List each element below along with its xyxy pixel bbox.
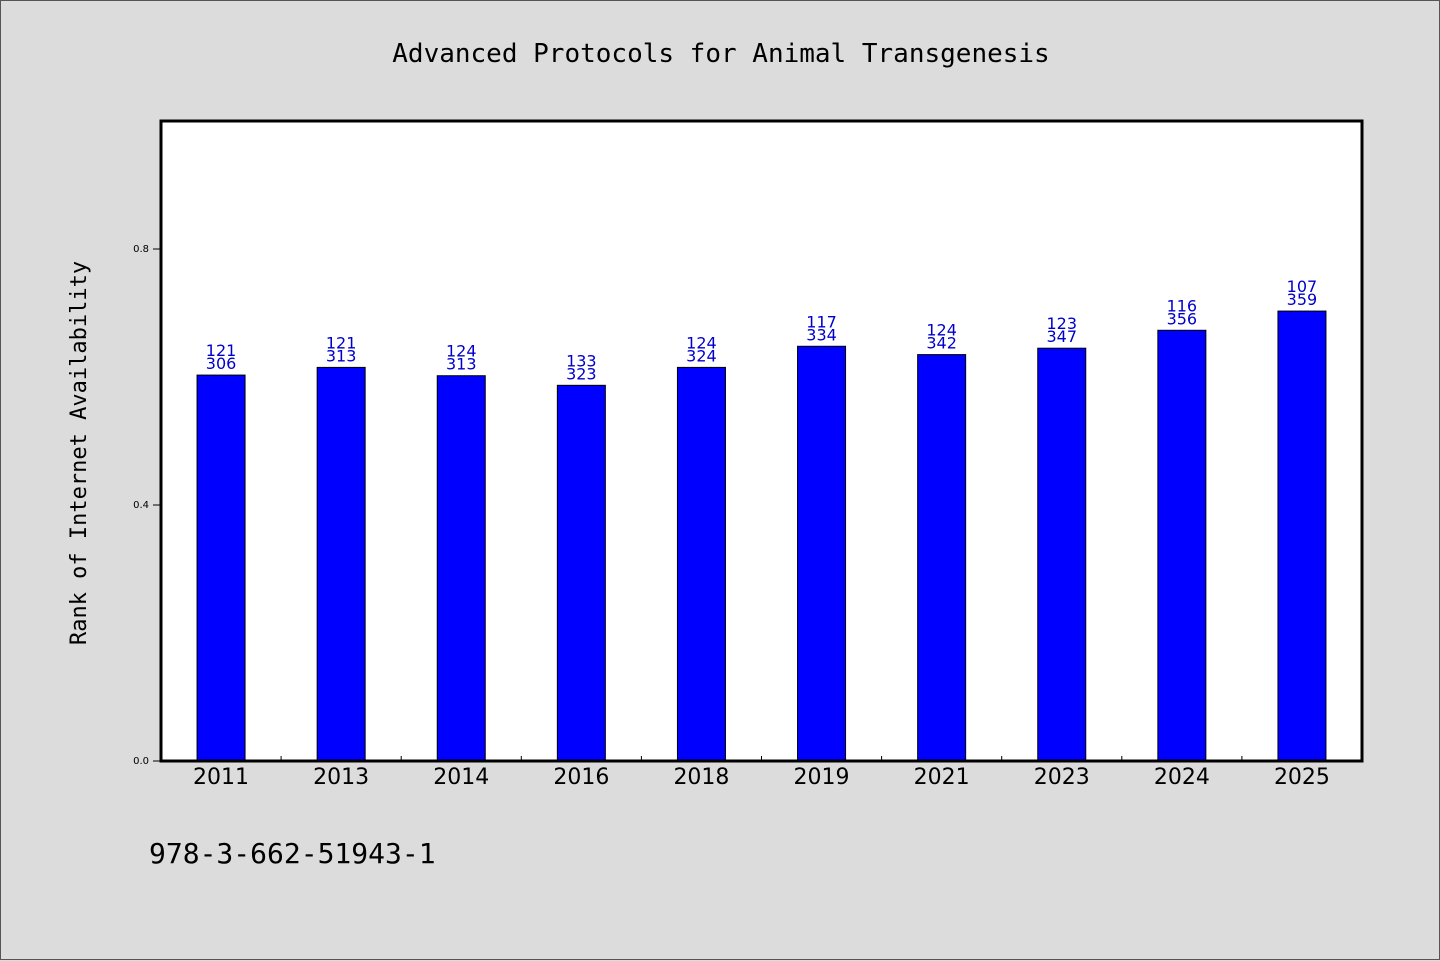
bar-2019 [797,345,847,762]
y-tick-label: 0.0 [133,756,149,767]
bar-2013 [316,366,366,762]
bars-group [196,310,1327,762]
data-label-bottom-2021: 342 [926,334,957,353]
data-label-bottom-2024: 356 [1167,309,1198,328]
y-axis-label: Rank of Internet Availability [67,261,92,645]
y-tick-label: 0.8 [133,244,149,255]
y-tick-label: 0.4 [133,500,149,511]
x-tick-label-2011: 2011 [193,765,249,790]
y-axis: 0.0 0.4 0.8 [133,244,161,767]
data-label-top-2011: 121 [206,341,237,360]
data-label-top-2014: 124 [446,342,477,361]
data-label-bottom-2019: 334 [806,325,837,344]
x-tick-label-2024: 2024 [1154,765,1210,790]
x-tick-label-2013: 2013 [313,765,369,790]
bar-2016 [556,384,606,762]
x-tick-label-2025: 2025 [1274,765,1330,790]
x-tick-label-2014: 2014 [433,765,489,790]
data-label-top-2021: 124 [926,321,957,340]
data-label-top-2018: 124 [686,333,717,352]
data-label-bottom-2018: 324 [686,346,717,365]
bar-2021 [917,354,967,762]
data-label-bottom-2025: 359 [1287,290,1318,309]
data-label-bottom-2023: 347 [1046,327,1077,346]
data-label-top-2013: 121 [326,333,357,352]
chart-title: Advanced Protocols for Animal Transgenes… [392,39,1049,69]
data-label-top-2024: 116 [1167,296,1198,315]
bar-2025 [1277,310,1327,762]
bar-2024 [1157,329,1207,762]
bar-2023 [1037,347,1087,762]
x-tick-label-2023: 2023 [1034,765,1090,790]
data-label-top-2025: 107 [1287,277,1318,296]
bar-2011 [196,374,246,762]
x-axis: 2011 2013 2014 2016 2018 2019 2021 2023 2024 2025 [193,756,1330,790]
bar-2018 [676,366,726,762]
x-tick-label-2016: 2016 [553,765,609,790]
data-label-top-2023: 123 [1046,314,1077,333]
x-tick-label-2019: 2019 [794,765,850,790]
data-label-top-2019: 117 [806,312,837,331]
data-label-bottom-2016: 323 [566,364,597,383]
isbn-text: 978-3-662-51943-1 [149,837,436,870]
data-label-bottom-2011: 306 [206,354,237,373]
data-label-bottom-2014: 313 [446,355,477,374]
bar-2014 [436,375,486,762]
x-tick-label-2021: 2021 [914,765,970,790]
x-tick-label-2018: 2018 [673,765,729,790]
data-label-bottom-2013: 313 [326,346,357,365]
data-label-top-2016: 133 [566,351,597,370]
plot-border [159,119,1364,763]
